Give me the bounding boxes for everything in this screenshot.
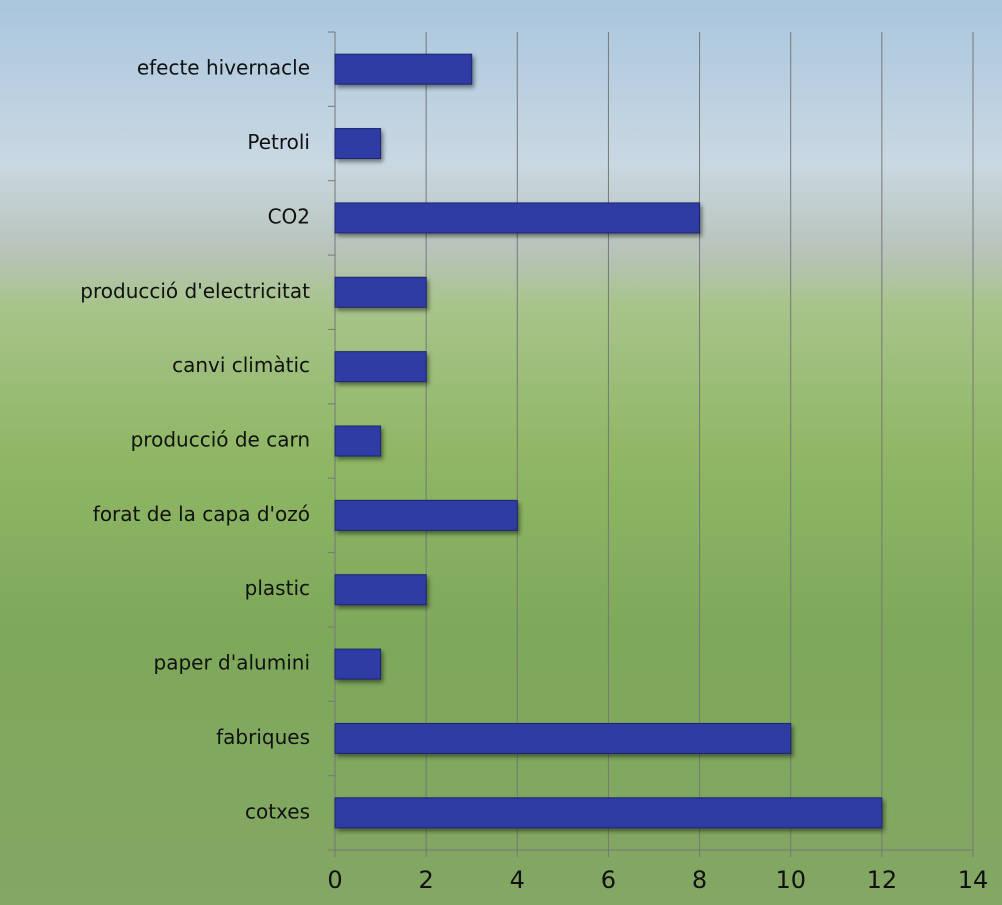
bar [334, 276, 427, 308]
category-label: forat de la capa d'ozó [93, 502, 310, 526]
category-label: efecte hivernacle [137, 56, 310, 80]
bar [334, 202, 701, 234]
x-tick-label: 6 [601, 866, 616, 894]
category-label: Petroli [247, 130, 310, 154]
bar [334, 499, 518, 531]
x-tick-label: 14 [958, 866, 989, 894]
x-tick-label: 2 [419, 866, 434, 894]
bar [334, 574, 427, 606]
x-tick-label: 8 [692, 866, 707, 894]
category-label: fabriques [216, 725, 310, 749]
category-label: producció de carn [131, 428, 310, 452]
bar [334, 425, 382, 457]
bar [334, 128, 382, 160]
bar [334, 53, 473, 85]
category-label: cotxes [245, 799, 310, 823]
category-label: plastic [245, 576, 310, 600]
x-tick-label: 4 [510, 866, 525, 894]
bar [334, 648, 382, 680]
x-tick-label: 0 [327, 866, 342, 894]
category-label: paper d'alumini [154, 651, 310, 675]
x-tick-label: 12 [867, 866, 898, 894]
category-label: producció d'electricitat [80, 279, 310, 303]
bar [334, 351, 427, 383]
x-tick-label: 10 [775, 866, 806, 894]
bar [334, 797, 883, 829]
bar [334, 722, 792, 754]
category-label: CO2 [268, 204, 310, 228]
category-label: canvi climàtic [172, 353, 310, 377]
